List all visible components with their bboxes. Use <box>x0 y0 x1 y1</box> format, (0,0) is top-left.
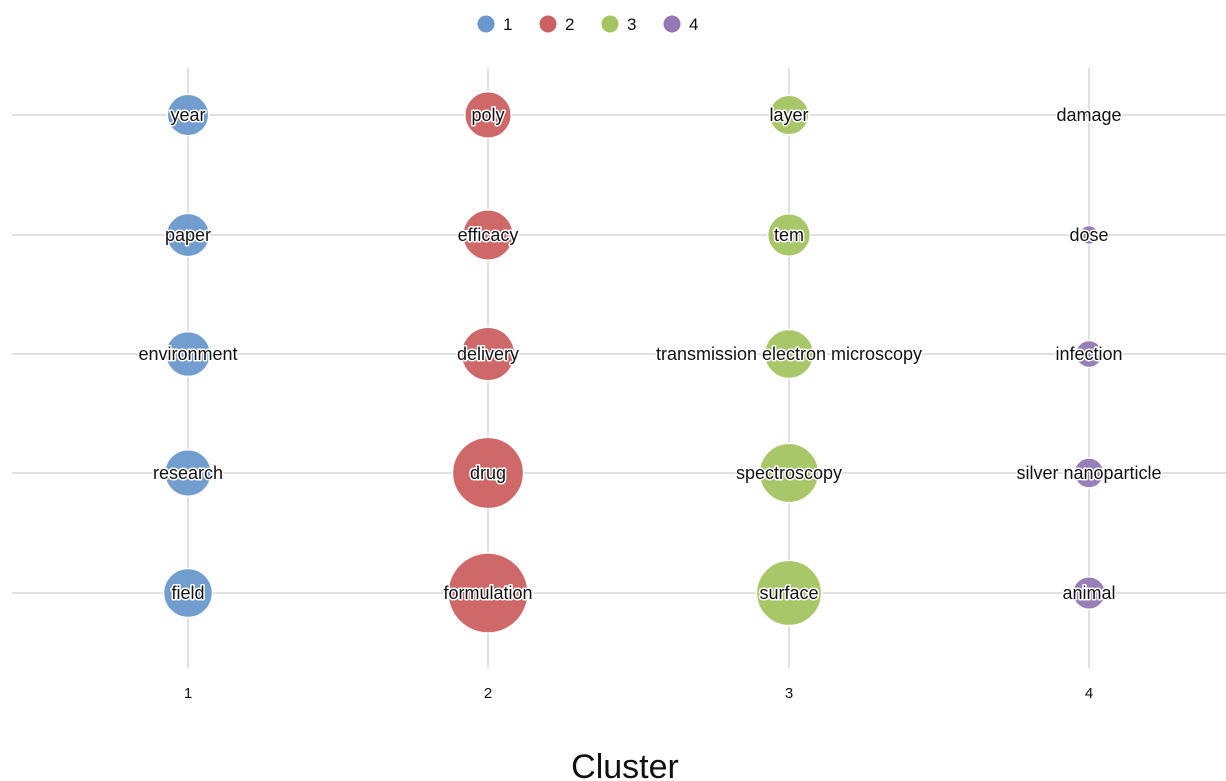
x-axis-ticks: 1 2 3 4 <box>184 685 1093 702</box>
bubble-surface[interactable] <box>755 559 823 627</box>
bubble-label: delivery <box>457 344 519 364</box>
legend: 1 2 3 4 <box>477 15 698 34</box>
legend-marker-3[interactable] <box>601 15 619 33</box>
bubble-label: efficacy <box>458 225 519 245</box>
x-tick-label: 3 <box>785 685 793 702</box>
bubble-label: field <box>171 583 204 603</box>
bubble-label: poly <box>471 105 504 125</box>
bubble-label: formulation <box>443 583 532 603</box>
bubble-spectroscopy[interactable] <box>758 442 820 504</box>
bubble-damage[interactable] <box>1084 110 1094 120</box>
legend-label-2: 2 <box>565 15 574 34</box>
bubbles <box>162 91 1106 634</box>
bubble-infection[interactable] <box>1074 339 1104 369</box>
bubble-tem[interactable] <box>766 212 812 258</box>
bubble-label: drug <box>470 463 506 483</box>
bubble-label: layer <box>769 105 808 125</box>
bubble-transmission-electron-microscopy[interactable] <box>763 328 815 380</box>
legend-label-4: 4 <box>689 15 698 34</box>
x-tick-label: 4 <box>1085 685 1093 702</box>
bubble-label: environment <box>138 344 237 364</box>
bubble-silver-nanoparticle[interactable] <box>1073 457 1105 489</box>
bubble-label: silver nanoparticle <box>1016 463 1161 483</box>
bubble-delivery[interactable] <box>460 326 516 382</box>
bubble-label: tem <box>774 225 804 245</box>
bubble-research[interactable] <box>164 449 212 497</box>
x-axis-title: Cluster <box>571 748 679 781</box>
legend-marker-2[interactable] <box>539 15 557 33</box>
bubble-label: animal <box>1062 583 1115 603</box>
bubble-field[interactable] <box>162 567 214 619</box>
bubble-layer[interactable] <box>768 94 810 136</box>
legend-marker-1[interactable] <box>477 15 495 33</box>
bubble-poly[interactable] <box>464 91 512 139</box>
bubble-paper[interactable] <box>165 212 211 258</box>
bubble-label: paper <box>165 225 211 245</box>
bubble-drug[interactable] <box>451 436 525 510</box>
x-tick-label: 1 <box>184 685 192 702</box>
bubble-label: transmission electron microscopy <box>656 344 922 364</box>
bubble-label: damage <box>1056 105 1121 125</box>
bubble-year[interactable] <box>166 93 210 137</box>
bubble-label: surface <box>759 583 818 603</box>
bubble-label: spectroscopy <box>736 463 842 483</box>
legend-label-3: 3 <box>627 15 636 34</box>
bubble-animal[interactable] <box>1072 576 1106 610</box>
legend-marker-4[interactable] <box>663 15 681 33</box>
legend-label-1: 1 <box>503 15 512 34</box>
x-tick-label: 2 <box>484 685 492 702</box>
bubble-environment[interactable] <box>164 330 212 378</box>
bubble-dose[interactable] <box>1078 224 1100 246</box>
bubble-formulation[interactable] <box>447 552 529 634</box>
bubble-labels: year paper environment research field poly eff… <box>137 104 1163 605</box>
bubble-label: year <box>170 105 205 125</box>
bubble-efficacy[interactable] <box>462 209 514 261</box>
bubble-label: dose <box>1069 225 1108 245</box>
bubble-label: research <box>153 463 223 483</box>
bubble-label: infection <box>1055 344 1122 364</box>
